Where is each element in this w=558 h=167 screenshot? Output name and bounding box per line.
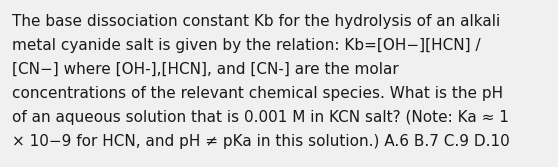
Text: [CN−] where [OH-],[HCN], and [CN-] are the molar: [CN−] where [OH-],[HCN], and [CN-] are t… (12, 62, 399, 77)
Text: of an aqueous solution that is 0.001 M in KCN salt? (Note: Ka ≈ 1: of an aqueous solution that is 0.001 M i… (12, 110, 509, 125)
Text: metal cyanide salt is given by the relation: Kb=[OH−][HCN] /: metal cyanide salt is given by the relat… (12, 38, 480, 53)
Text: × 10−9 for HCN, and pH ≠ pKa in this solution.) A.6 B.7 C.9 D.10: × 10−9 for HCN, and pH ≠ pKa in this sol… (12, 134, 510, 149)
Text: concentrations of the relevant chemical species. What is the pH: concentrations of the relevant chemical … (12, 86, 503, 101)
Text: The base dissociation constant Kb for the hydrolysis of an alkali: The base dissociation constant Kb for th… (12, 14, 501, 29)
